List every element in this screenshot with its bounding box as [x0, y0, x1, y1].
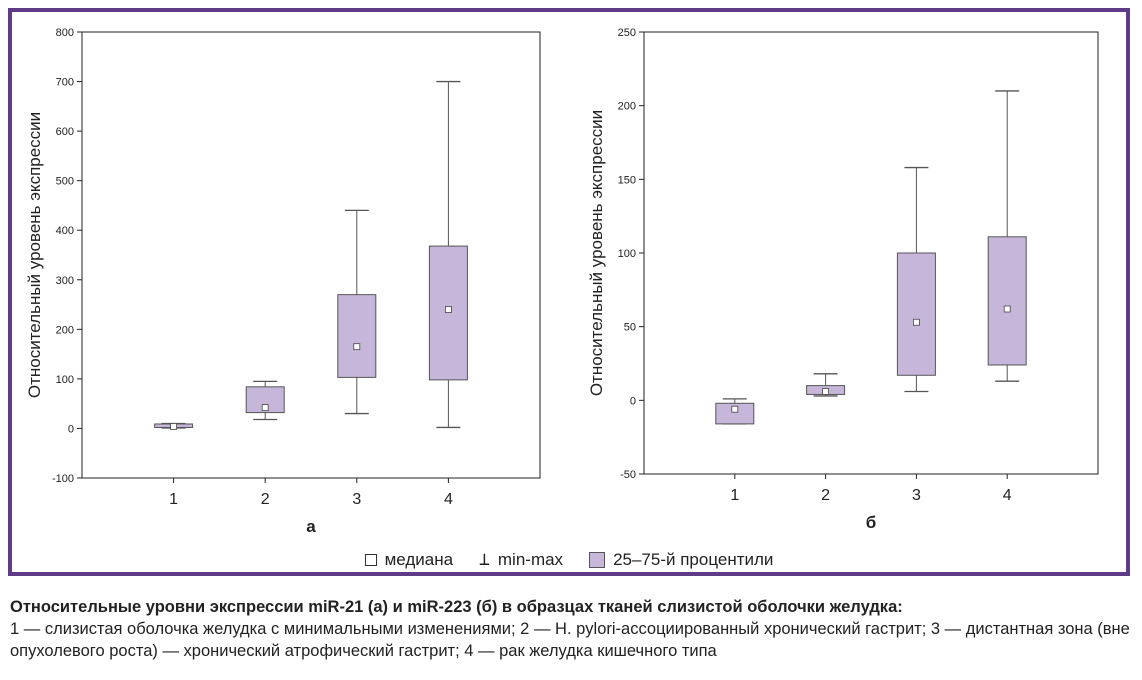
- y-tick-label: 200: [56, 324, 74, 336]
- y-tick-label: 0: [68, 423, 74, 435]
- y-tick-label: 400: [56, 225, 74, 237]
- median-marker: [353, 343, 361, 351]
- plot-area-1: [81, 31, 541, 479]
- y-tick-label: 0: [630, 395, 636, 407]
- y-tick-label: 250: [618, 27, 636, 39]
- y-tick-label: 600: [56, 126, 74, 138]
- y-tick-label: 700: [56, 77, 74, 89]
- x-tick-label: 4: [1003, 487, 1012, 504]
- caption-text: 1 — слизистая оболочка желудка с минимал…: [10, 620, 1130, 660]
- legend: медиана ⊥ min-max 25–75-й процентили: [12, 550, 1126, 570]
- y-tick-label: -100: [52, 473, 74, 485]
- median-marker: [444, 306, 452, 313]
- box-iqr: [896, 252, 936, 376]
- legend-percentiles-label: 25–75-й процентили: [613, 550, 774, 569]
- box-plots: -1000100200300400500600700800Относительн…: [25, 27, 1099, 536]
- panel-label: б: [866, 513, 877, 532]
- y-tick-label: 150: [618, 174, 636, 186]
- y-tick-label: -50: [620, 469, 636, 481]
- box-iqr: [428, 245, 468, 381]
- legend-median-label: медиана: [384, 550, 454, 569]
- y-axis-label: Относительный уровень экспрессии: [25, 112, 44, 398]
- y-tick-label: 100: [56, 374, 74, 386]
- x-tick-label: 2: [261, 491, 270, 508]
- x-tick-label: 1: [169, 491, 178, 508]
- whisker-icon: ⊥: [479, 549, 490, 570]
- figure-frame: -100 0 100 200 300 400 500 600 700 800 Относительн…: [8, 8, 1130, 576]
- median-marker: [1003, 305, 1011, 313]
- figure-caption: Относительные уровни экспрессии miR-21 (…: [10, 596, 1135, 662]
- y-tick-label: 500: [56, 176, 74, 188]
- box-iqr: [337, 294, 377, 378]
- median-swatch-icon: [364, 554, 377, 566]
- median-marker: [261, 404, 269, 412]
- legend-percentiles: 25–75-й процентили: [589, 550, 773, 570]
- x-tick-label: 2: [821, 487, 830, 504]
- y-tick-label: 50: [624, 322, 636, 334]
- box-iqr: [715, 402, 755, 425]
- x-tick-label: 4: [444, 491, 453, 508]
- y-tick-label: 800: [56, 27, 74, 39]
- box-iqr: [987, 236, 1027, 366]
- panel-label: а: [306, 517, 316, 536]
- caption-title: Относительные уровни экспрессии miR-21 (…: [10, 598, 903, 616]
- legend-minmax-label: min-max: [497, 550, 564, 569]
- median-marker: [170, 423, 178, 430]
- y-axis-label: Относительный уровень экспрессии: [587, 110, 606, 396]
- y-tick-label: 300: [56, 275, 74, 287]
- legend-minmax: ⊥ min-max: [479, 550, 563, 570]
- x-tick-label: 3: [912, 487, 921, 504]
- x-tick-label: 3: [352, 491, 361, 508]
- y-tick-label: 200: [618, 101, 636, 113]
- x-tick-label: 1: [730, 487, 739, 504]
- plot-area-2: [643, 31, 1099, 475]
- median-marker: [731, 405, 739, 413]
- median-marker: [913, 318, 920, 326]
- box-swatch-icon: [589, 552, 606, 568]
- median-marker: [822, 388, 829, 395]
- y-tick-label: 100: [618, 248, 636, 260]
- legend-median: медиана: [364, 550, 454, 570]
